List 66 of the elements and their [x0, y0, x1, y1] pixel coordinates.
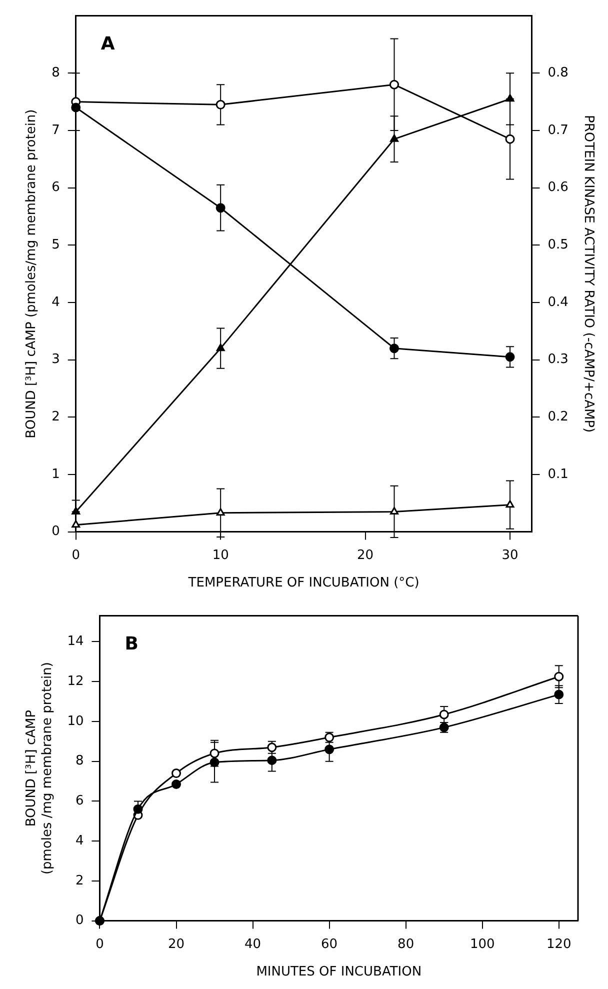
y-tick-label: 12 [67, 674, 84, 689]
x-axis-title: TEMPERATURE OF INCUBATION (°C) [187, 576, 420, 591]
point [554, 690, 564, 700]
x-tick-label: 30 [502, 548, 518, 563]
point [172, 780, 182, 789]
point [506, 500, 514, 508]
x-tick-label: 0 [96, 936, 104, 952]
y2-tick-label: 0.5 [548, 238, 568, 253]
y-tick-label: 4 [75, 833, 84, 848]
y-tick-label: 3 [52, 352, 60, 368]
y2-tick-label: 0.6 [548, 180, 568, 196]
y-tick-label: 10 [67, 714, 84, 729]
point [210, 758, 220, 768]
point [216, 100, 226, 110]
point [505, 352, 515, 362]
point [72, 506, 80, 514]
y2-tick-label: 0.2 [548, 410, 568, 425]
y2-tick-label: 0.3 [548, 352, 568, 368]
y-tick-label: 0 [52, 524, 60, 540]
x-tick-label: 120 [546, 936, 572, 952]
y-tick-label: 14 [67, 634, 84, 650]
y-tick-label: 7 [52, 122, 60, 138]
y-tick-label: 5 [52, 238, 60, 253]
y-tick-label: 8 [52, 66, 60, 81]
y2-tick-label: 0.1 [548, 466, 568, 482]
x-tick-label: 60 [321, 936, 338, 952]
x-tick-label: 20 [168, 936, 185, 952]
x-tick-label: 20 [357, 548, 374, 563]
y-tick-label: 2 [52, 410, 60, 425]
x-tick-label: 10 [212, 548, 229, 563]
y2-tick-label: 0.4 [548, 294, 568, 310]
x-tick-label: 80 [398, 936, 414, 952]
point [390, 134, 398, 142]
y-tick-label: 8 [75, 754, 84, 769]
point [216, 203, 226, 213]
y-tick-label: 6 [75, 794, 84, 809]
y-tick-label: 6 [52, 180, 60, 196]
point [505, 134, 515, 144]
y-tick-label: 4 [52, 294, 60, 310]
point [267, 756, 277, 766]
x-tick-label: 100 [470, 936, 495, 952]
y-tick-label: 0 [75, 913, 84, 928]
annotation: A [100, 33, 115, 54]
point [133, 804, 143, 814]
y2-tick-label: 0.8 [548, 66, 568, 81]
point [554, 672, 564, 682]
x-axis-title: MINUTES OF INCUBATION [256, 964, 422, 980]
y-axis-title: BOUND [³H] cAMP (pmoles /mg membrane protein) [24, 662, 55, 875]
point [71, 102, 81, 112]
point [216, 508, 225, 516]
point [506, 94, 514, 102]
annotation: B [124, 633, 138, 654]
y2-axis-title: PROTEIN KINASE ACTIVITY RATIO (-cAMP/+cAMP) [580, 114, 596, 433]
point [172, 768, 182, 778]
y2-tick-label: 0.7 [548, 122, 568, 138]
point [216, 344, 225, 352]
point [389, 80, 399, 90]
point [324, 744, 334, 754]
point [390, 506, 398, 514]
y-tick-label: 1 [52, 466, 60, 482]
x-tick-label: 40 [244, 936, 262, 952]
point [389, 344, 399, 354]
y-axis-title: BOUND [³H] cAMP (pmoles/mg membrane protein) [24, 109, 40, 438]
point [210, 748, 220, 758]
point [439, 710, 449, 720]
y-tick-label: 2 [75, 873, 84, 888]
